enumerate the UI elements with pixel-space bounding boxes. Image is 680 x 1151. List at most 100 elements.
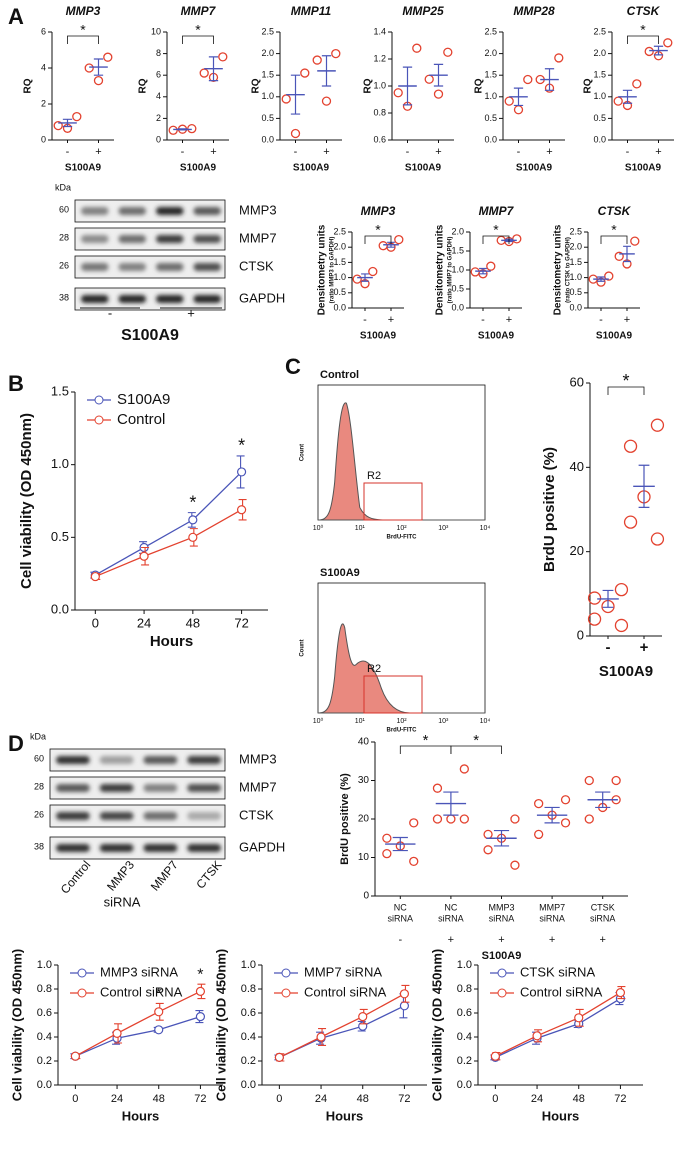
y-tick-label: 8 <box>156 48 161 58</box>
y-tick-label: 0.5 <box>593 113 606 123</box>
y-tick-label: 0.6 <box>373 134 386 144</box>
marker <box>236 467 247 477</box>
series-line <box>495 992 621 1057</box>
x-tick-label: + <box>640 639 649 656</box>
x-tick-label: - <box>363 314 367 326</box>
blot-band <box>118 295 146 303</box>
y-tick-label: 1.2 <box>373 53 386 63</box>
blot-band <box>156 295 184 303</box>
data-point <box>623 439 638 453</box>
blot-band <box>56 784 90 792</box>
x-tick-label: siRNA <box>539 913 565 923</box>
kda-unit: kDa <box>55 182 71 192</box>
data-point <box>218 52 228 62</box>
y-tick-label: 2.0 <box>333 242 346 252</box>
y-tick-label: 2.5 <box>333 226 346 236</box>
sem-bar <box>177 128 188 131</box>
kda-label: 38 <box>59 292 69 302</box>
y-tick-label: 0.0 <box>241 1079 256 1091</box>
x-tick-label: - <box>626 146 630 158</box>
marker <box>399 989 410 999</box>
y-tick-label: 0.0 <box>261 134 274 144</box>
data-point <box>470 267 480 277</box>
y-tick-label: 0.5 <box>51 529 69 544</box>
legend-marker <box>77 988 87 998</box>
flow-xtick: 10¹ <box>355 718 366 725</box>
y-tick-label: 1.0 <box>373 80 386 90</box>
flow-histogram <box>317 402 485 521</box>
blot-band <box>56 756 90 764</box>
x-axis-label: Hours <box>326 1108 364 1123</box>
sem-bar <box>479 267 487 275</box>
y-tick-label: 2.0 <box>451 226 464 236</box>
x-tick-label: + <box>506 314 512 326</box>
bracket <box>364 235 392 244</box>
data-point <box>352 274 362 284</box>
chart-title: MMP7 <box>181 4 217 18</box>
flow-ylabel: Count <box>300 639 306 656</box>
kda-label: 60 <box>59 204 69 214</box>
blot-band <box>143 812 178 820</box>
data-point <box>611 775 621 786</box>
kda-label: 38 <box>34 841 44 851</box>
marker <box>358 1011 368 1022</box>
x-axis-label: S100A9 <box>625 163 662 174</box>
x-axis-label: S100A9 <box>65 163 102 174</box>
x-tick-label: + <box>546 146 552 158</box>
data-point <box>378 241 388 251</box>
x-tick-label: siRNA <box>438 913 464 923</box>
data-point <box>72 111 82 122</box>
sem-bar <box>513 87 524 107</box>
x-tick-label: 72 <box>194 1093 206 1105</box>
protein-label: GAPDH <box>239 290 285 305</box>
y-tick-label: 2.0 <box>261 48 274 58</box>
y-axis-label: Cell viability (OD 450nm) <box>9 949 24 1101</box>
kda-label: 26 <box>34 809 44 819</box>
y-tick-label: 2.0 <box>593 48 606 58</box>
blot-band <box>99 756 134 764</box>
y-tick-label: 1.0 <box>593 91 606 101</box>
sem-bar <box>361 273 369 282</box>
y-tick-label: 0.6 <box>37 1007 52 1019</box>
y-tick-label: 1.0 <box>51 456 69 471</box>
blot-band <box>193 295 221 303</box>
blot-band <box>187 844 221 852</box>
group-label: S100A9 <box>121 327 179 344</box>
y-tick-label: 1.5 <box>451 245 464 255</box>
bracket <box>450 745 502 754</box>
marker <box>195 986 206 997</box>
y-tick-label: 0.5 <box>333 287 346 297</box>
data-point <box>321 96 332 106</box>
legend-label: Control siRNA <box>100 984 183 999</box>
sem-bar <box>638 464 650 508</box>
x-tick-label: + <box>323 146 329 158</box>
y-tick-label: 0.6 <box>457 1007 472 1019</box>
kda-label: 60 <box>34 753 44 763</box>
data-point <box>623 515 638 529</box>
data-point <box>614 251 624 261</box>
data-point <box>650 532 665 546</box>
y-tick-label: 2 <box>156 113 161 123</box>
flow-xtick: 10¹ <box>355 525 366 532</box>
blot-band <box>118 263 146 271</box>
panel-label: D <box>8 731 24 756</box>
marker <box>532 1031 542 1041</box>
data-point <box>534 798 544 809</box>
x-axis-label: S100A9 <box>405 163 442 174</box>
x-tick-label: - <box>606 639 611 656</box>
x-tick-label: + <box>655 146 661 158</box>
y-tick-label: 4 <box>156 91 161 101</box>
marker <box>154 1007 164 1017</box>
gate-label: R2 <box>367 663 381 675</box>
sem-bar <box>493 829 510 847</box>
marker <box>112 1028 122 1039</box>
bracket <box>482 235 510 244</box>
data-point <box>587 612 602 626</box>
chart-title: MMP3 <box>66 4 101 18</box>
y-tick-label: 0.0 <box>51 601 69 616</box>
marker <box>490 1051 500 1061</box>
legend-label: MMP7 siRNA <box>304 964 382 979</box>
x-tick-label: siRNA <box>388 913 414 923</box>
data-point <box>168 125 178 135</box>
